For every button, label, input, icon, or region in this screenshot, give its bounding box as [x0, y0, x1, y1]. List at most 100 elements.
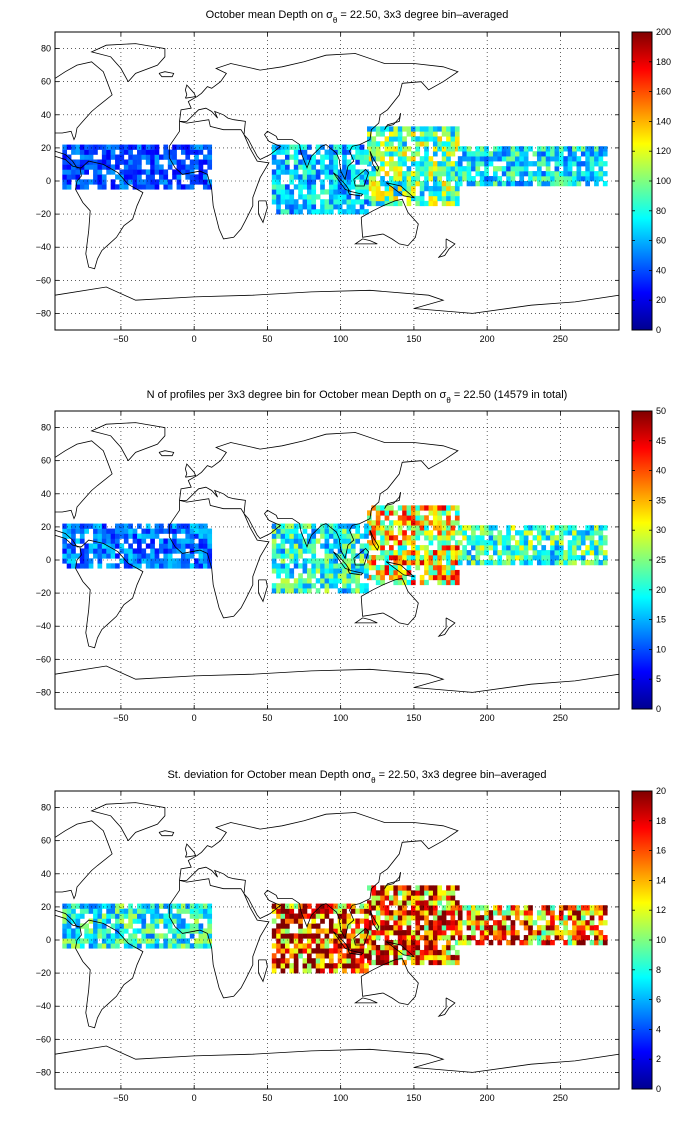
heatmap-cell — [167, 918, 173, 924]
heatmap-cell — [410, 171, 416, 177]
heatmap-cell — [410, 574, 416, 581]
heatmap-cell — [554, 930, 560, 936]
heatmap-cell — [198, 144, 204, 150]
heatmap-cell — [185, 938, 191, 944]
heatmap-cell — [271, 558, 277, 564]
heatmap-cell — [180, 149, 186, 155]
heatmap-cell — [355, 194, 361, 200]
heatmap-cell — [585, 151, 591, 157]
heatmap-cell — [471, 540, 476, 546]
heatmap-cell — [536, 935, 542, 941]
heatmap-cell — [514, 146, 520, 152]
heatmap-cell — [359, 963, 365, 969]
heatmap-cell — [185, 903, 191, 909]
colorbar-tick-label: 160 — [656, 87, 671, 97]
heatmap-cell — [550, 176, 555, 182]
heatmap-cell — [320, 573, 325, 579]
heatmap-cell — [337, 553, 343, 559]
heatmap-cell — [402, 900, 407, 906]
heatmap-cell — [271, 553, 277, 559]
heatmap-cell — [128, 933, 133, 939]
heatmap-cell — [150, 928, 155, 934]
heatmap-cell — [145, 543, 151, 549]
heatmap-cell — [528, 540, 533, 546]
heatmap-cell — [393, 136, 399, 142]
heatmap-cell — [454, 190, 460, 197]
heatmap-cell — [289, 583, 295, 589]
heatmap-cell — [602, 920, 608, 926]
heatmap-cell — [207, 149, 213, 155]
heatmap-cell — [185, 943, 191, 949]
heatmap-cell — [280, 149, 286, 155]
heatmap-cell — [123, 164, 129, 170]
heatmap-cell — [393, 930, 399, 936]
heatmap-cell — [137, 523, 142, 529]
heatmap-cell — [488, 940, 494, 946]
heatmap-cell — [198, 913, 204, 919]
heatmap-cell — [410, 935, 416, 941]
heatmap-cell — [163, 943, 169, 949]
heatmap-cell — [371, 141, 377, 147]
heatmap-cell — [375, 171, 381, 177]
heatmap-cell — [333, 194, 339, 200]
heatmap-cell — [202, 938, 208, 944]
heatmap-cell — [71, 913, 76, 919]
heatmap-cell — [145, 933, 151, 939]
heatmap-cell — [320, 563, 325, 569]
heatmap-cell — [198, 528, 204, 534]
heatmap-cell — [180, 908, 186, 914]
heatmap-cell — [342, 179, 347, 185]
heatmap-cell — [367, 905, 372, 911]
heatmap-cell — [446, 126, 451, 132]
heatmap-cell — [324, 908, 330, 914]
heatmap-cell — [320, 533, 325, 539]
heatmap-cell — [510, 535, 516, 541]
heatmap-cell — [393, 895, 399, 901]
heatmap-cell — [207, 548, 213, 554]
heatmap-cell — [342, 548, 347, 554]
heatmap-cell — [393, 185, 399, 192]
heatmap-cell — [333, 948, 339, 954]
heatmap-cell — [380, 920, 385, 926]
heatmap-cell — [576, 910, 582, 916]
heatmap-cell — [284, 194, 290, 200]
heatmap-cell — [79, 913, 85, 919]
heatmap-cell — [375, 935, 381, 941]
heatmap-cell — [475, 181, 481, 187]
heatmap-cell — [119, 149, 125, 155]
heatmap-cell — [159, 523, 164, 529]
heatmap-cell — [419, 156, 425, 162]
heatmap-cell — [276, 184, 281, 190]
heatmap-cell — [563, 171, 569, 177]
heatmap-cell — [450, 555, 456, 561]
heatmap-cell — [289, 533, 295, 539]
heatmap-cell — [454, 940, 460, 946]
heatmap-cell — [598, 166, 604, 172]
heatmap-cell — [97, 169, 103, 175]
heatmap-cell — [185, 543, 191, 549]
heatmap-cell — [446, 569, 451, 576]
heatmap-cell — [150, 913, 155, 919]
heatmap-cell — [545, 530, 551, 536]
heatmap-cell — [441, 151, 447, 157]
heatmap-cell — [194, 149, 199, 155]
heatmap-cell — [145, 184, 151, 190]
heatmap-cell — [355, 918, 361, 924]
heatmap-cell — [519, 161, 525, 167]
heatmap-cell — [311, 573, 317, 579]
grid — [55, 411, 619, 709]
heatmap-cell — [163, 179, 169, 185]
heatmap-cell — [419, 515, 425, 521]
heatmap-cell — [424, 126, 429, 132]
heatmap-cell — [115, 563, 120, 569]
heatmap-cell — [176, 164, 182, 170]
heatmap-cell — [446, 200, 451, 207]
heatmap-cell — [293, 548, 299, 554]
heatmap-cell — [446, 166, 451, 172]
colorbar-tick-label: 45 — [656, 436, 666, 446]
heatmap-cell — [62, 543, 68, 549]
heatmap-cell — [289, 948, 295, 954]
heatmap-cell — [602, 905, 608, 911]
heatmap-cell — [159, 528, 164, 534]
heatmap-cell — [415, 510, 421, 516]
